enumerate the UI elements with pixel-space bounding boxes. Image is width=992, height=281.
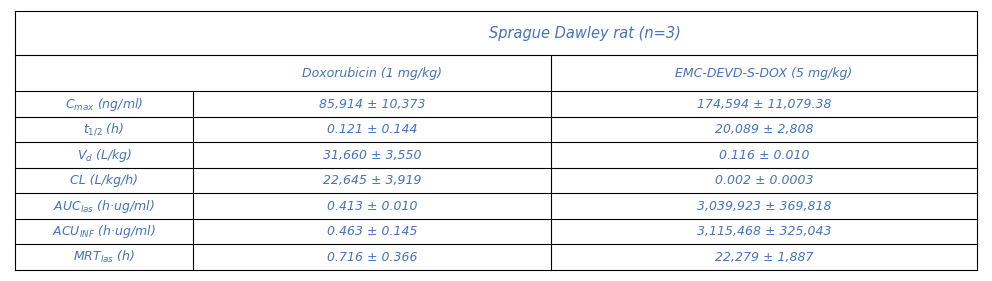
Text: $\mathit{C}_{max}$ (ng/ml): $\mathit{C}_{max}$ (ng/ml) (65, 96, 143, 113)
Text: 3,039,923 ± 369,818: 3,039,923 ± 369,818 (696, 200, 831, 212)
Text: $\mathit{AUC}_{las}$ (h·ug/ml): $\mathit{AUC}_{las}$ (h·ug/ml) (54, 198, 155, 214)
Text: 0.413 ± 0.010: 0.413 ± 0.010 (326, 200, 418, 212)
Text: Sprague Dawley rat (n=3): Sprague Dawley rat (n=3) (489, 26, 682, 40)
Text: 31,660 ± 3,550: 31,660 ± 3,550 (322, 149, 422, 162)
Text: 174,594 ± 11,079.38: 174,594 ± 11,079.38 (696, 98, 831, 110)
Text: 3,115,468 ± 325,043: 3,115,468 ± 325,043 (696, 225, 831, 238)
Text: 22,645 ± 3,919: 22,645 ± 3,919 (322, 174, 422, 187)
Text: 0.121 ± 0.144: 0.121 ± 0.144 (326, 123, 418, 136)
Text: $\mathit{V}_{d}$ (L/kg): $\mathit{V}_{d}$ (L/kg) (76, 147, 132, 164)
Text: 0.116 ± 0.010: 0.116 ± 0.010 (718, 149, 809, 162)
Text: 0.716 ± 0.366: 0.716 ± 0.366 (326, 251, 418, 264)
Text: 0.002 ± 0.0003: 0.002 ± 0.0003 (714, 174, 813, 187)
Text: CL (L/kg/h): CL (L/kg/h) (70, 174, 138, 187)
Text: 85,914 ± 10,373: 85,914 ± 10,373 (318, 98, 426, 110)
Text: EMC-DEVD-S-DOX (5 mg/kg): EMC-DEVD-S-DOX (5 mg/kg) (676, 67, 852, 80)
Text: 22,279 ± 1,887: 22,279 ± 1,887 (714, 251, 813, 264)
Text: 20,089 ± 2,808: 20,089 ± 2,808 (714, 123, 813, 136)
Text: $\mathit{t}_{1/2}$ (h): $\mathit{t}_{1/2}$ (h) (83, 122, 125, 137)
Text: $\mathit{ACU}_{INF}$ (h·ug/ml): $\mathit{ACU}_{INF}$ (h·ug/ml) (53, 223, 156, 240)
Text: $\mathit{MRT}_{las}$ (h): $\mathit{MRT}_{las}$ (h) (73, 249, 135, 265)
Text: Doxorubicin (1 mg/kg): Doxorubicin (1 mg/kg) (302, 67, 442, 80)
Text: 0.463 ± 0.145: 0.463 ± 0.145 (326, 225, 418, 238)
